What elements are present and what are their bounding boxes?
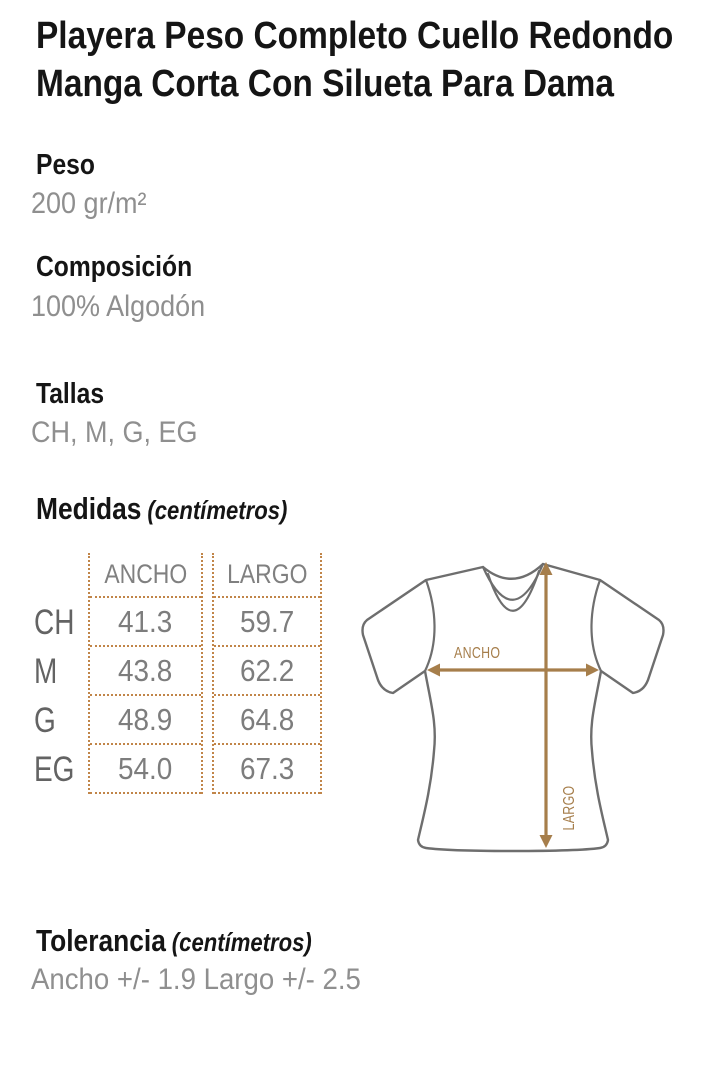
ancho-arrow bbox=[427, 663, 599, 677]
page-title: Playera Peso Completo Cuello Redondo Man… bbox=[36, 12, 711, 108]
table-cell: 43.8 bbox=[90, 647, 201, 696]
largo-arrow bbox=[539, 562, 553, 848]
collar-inner-curve bbox=[486, 569, 541, 612]
composicion-heading: Composición bbox=[36, 251, 193, 283]
column-header-largo: LARGO bbox=[214, 553, 320, 598]
size-table-row-labels: CH M G EG bbox=[34, 553, 86, 794]
ancho-arrowhead-left bbox=[427, 663, 440, 677]
medidas-heading: Medidas (centímetros) bbox=[36, 492, 332, 527]
largo-arrowhead-bottom bbox=[539, 835, 553, 848]
largo-label: LARGO bbox=[560, 786, 578, 831]
peso-heading: Peso bbox=[36, 149, 95, 181]
tolerancia-heading: Tolerancia (centímetros) bbox=[36, 924, 360, 959]
table-cell: 59.7 bbox=[214, 598, 320, 647]
size-table-column-largo: LARGO 59.7 62.2 64.8 67.3 bbox=[212, 553, 322, 794]
tallas-heading: Tallas bbox=[36, 378, 105, 410]
right-armhole-seam bbox=[590, 578, 603, 673]
row-label-eg: EG bbox=[34, 749, 75, 789]
row-label-m: M bbox=[34, 651, 58, 691]
ancho-arrowhead-right bbox=[586, 663, 599, 677]
tolerancia-heading-label: Tolerancia bbox=[36, 923, 166, 958]
table-cell: 48.9 bbox=[90, 696, 201, 745]
size-table: CH M G EG ANCHO 41.3 43.8 48.9 54.0 LARG… bbox=[34, 553, 334, 801]
tshirt-outline bbox=[361, 562, 665, 853]
composicion-value: 100% Algodón bbox=[31, 290, 206, 323]
title-line-2: Manga Corta Con Silueta Para Dama bbox=[36, 63, 614, 105]
tshirt-diagram: ANCHO LARGO bbox=[361, 562, 665, 853]
tolerancia-value: Ancho +/- 1.9 Largo +/- 2.5 bbox=[31, 963, 361, 996]
ancho-label: ANCHO bbox=[454, 644, 500, 662]
table-cell: 54.0 bbox=[90, 745, 201, 794]
column-header-ancho: ANCHO bbox=[90, 553, 201, 598]
row-label-g: G bbox=[34, 700, 56, 740]
table-cell: 41.3 bbox=[90, 598, 201, 647]
table-cell: 62.2 bbox=[214, 647, 320, 696]
medidas-unit-note: (centímetros) bbox=[147, 495, 288, 525]
size-table-column-ancho: ANCHO 41.3 43.8 48.9 54.0 bbox=[88, 553, 203, 794]
medidas-heading-label: Medidas bbox=[36, 491, 142, 526]
row-label-ch: CH bbox=[34, 602, 75, 642]
table-cell: 67.3 bbox=[214, 745, 320, 794]
tolerancia-unit-note: (centímetros) bbox=[171, 927, 312, 957]
tallas-value: CH, M, G, EG bbox=[31, 416, 198, 449]
peso-value: 200 gr/m² bbox=[31, 187, 147, 220]
title-line-1: Playera Peso Completo Cuello Redondo bbox=[36, 15, 674, 57]
left-armhole-seam bbox=[423, 578, 436, 673]
largo-arrowhead-top bbox=[539, 562, 553, 575]
table-cell: 64.8 bbox=[214, 696, 320, 745]
